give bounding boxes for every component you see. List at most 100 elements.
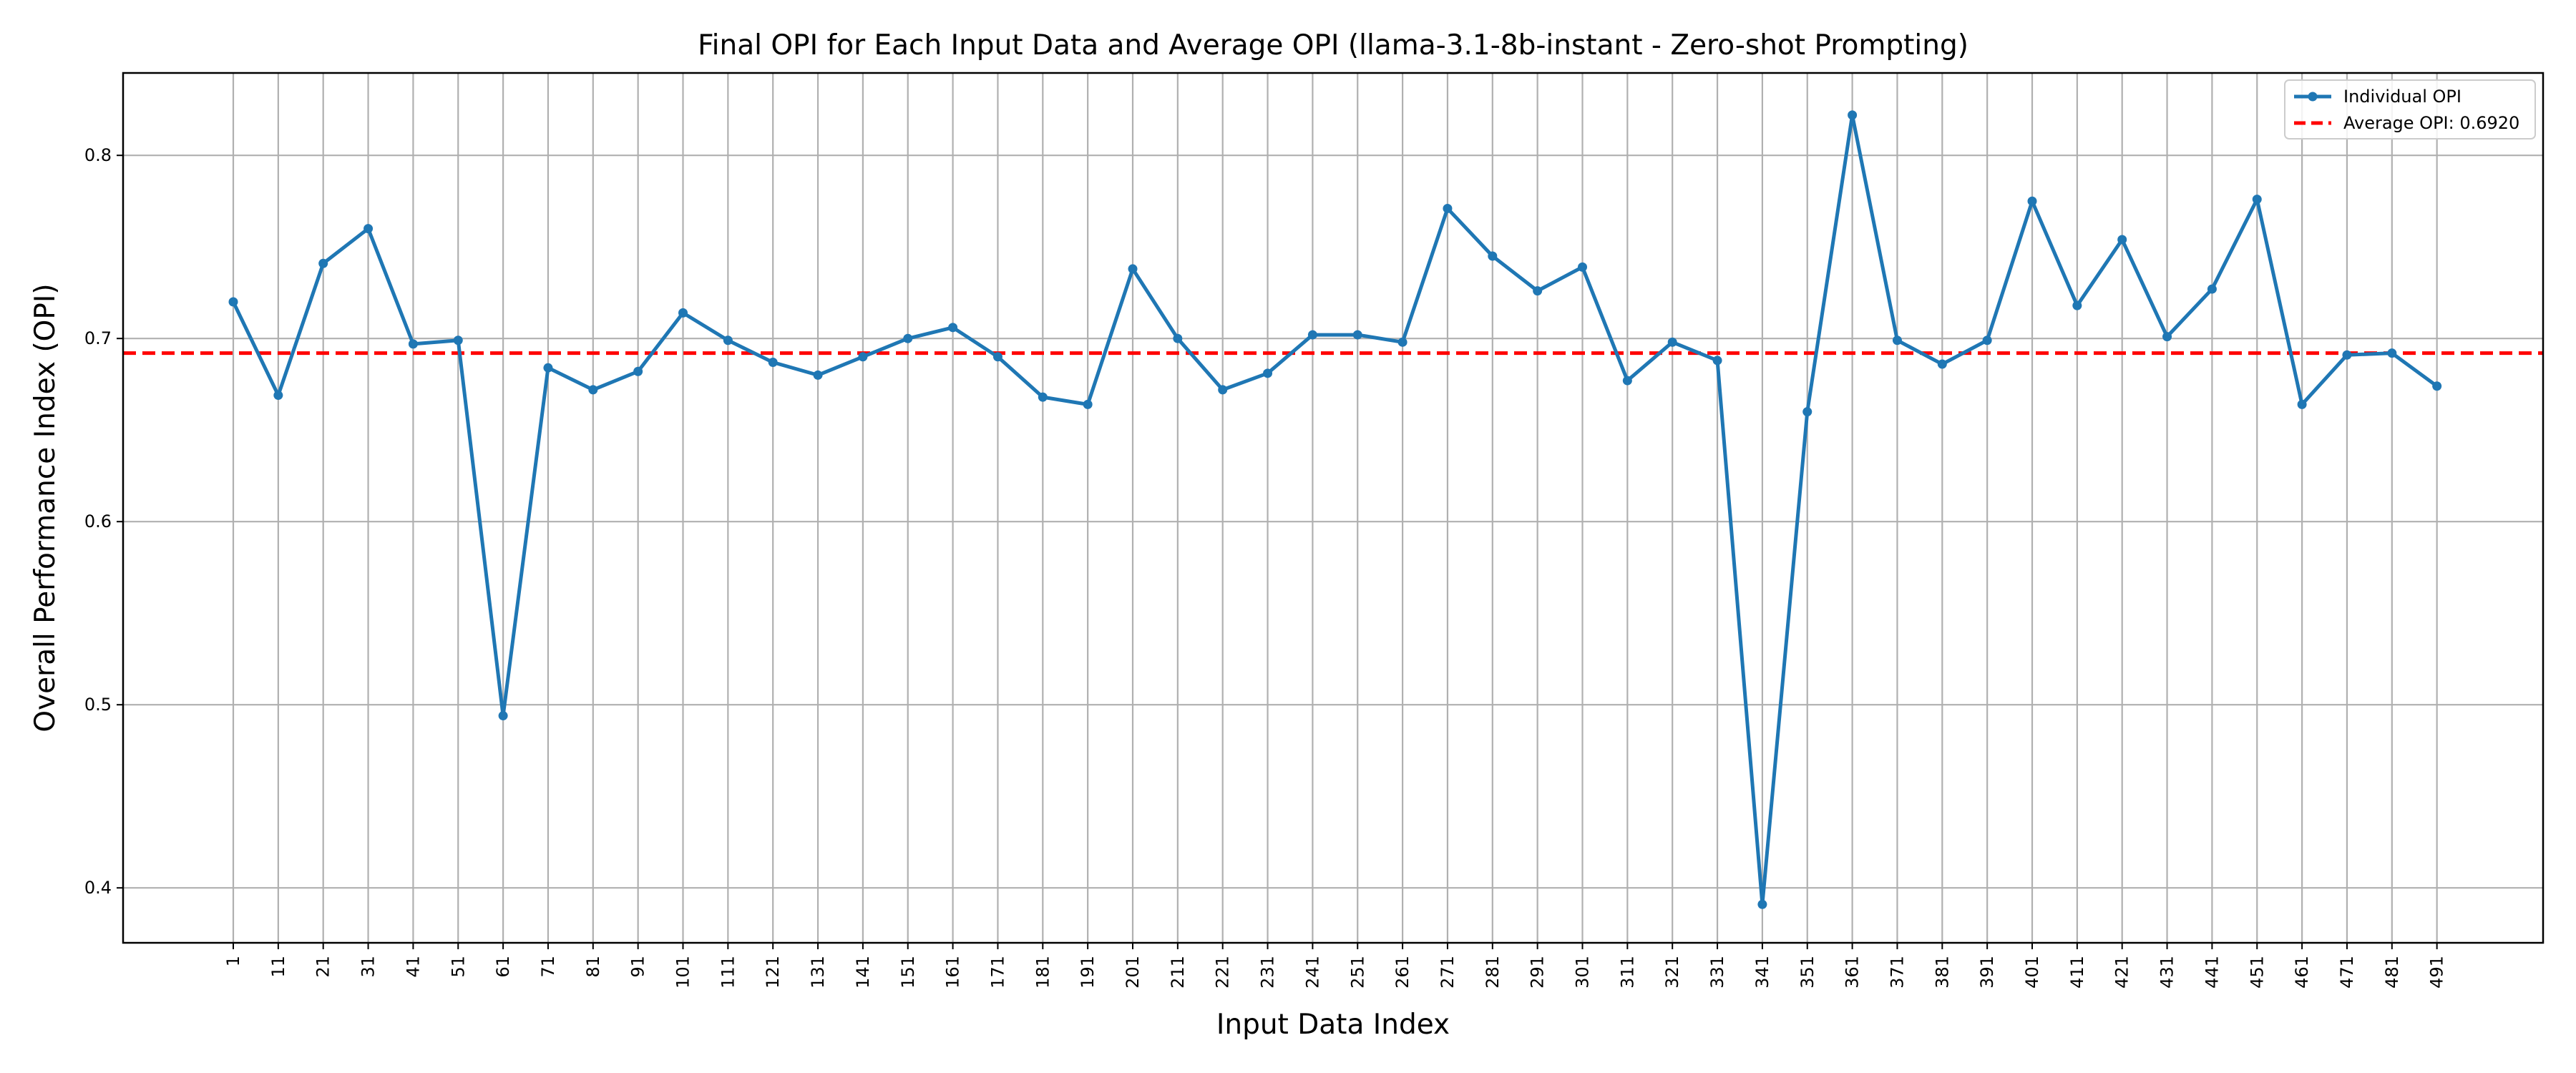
x-tick-label: 141 [853, 956, 873, 989]
x-tick-label: 201 [1123, 956, 1143, 989]
data-point [1083, 399, 1093, 409]
data-point [992, 352, 1002, 362]
x-tick-label: 421 [2112, 956, 2132, 989]
x-tick-label: 171 [987, 956, 1008, 989]
x-tick-label: 391 [1977, 956, 1997, 989]
legend: Individual OPI Average OPI: 0.6920 [2284, 79, 2536, 139]
x-tick-label: 121 [763, 956, 783, 989]
x-tick-label: 31 [358, 956, 379, 978]
data-point [273, 391, 283, 401]
data-point [2387, 348, 2397, 358]
x-tick-label: 211 [1168, 956, 1188, 989]
data-point [2297, 399, 2307, 409]
data-point [813, 370, 823, 380]
series-line-individual-opi [231, 113, 2439, 906]
data-point [858, 352, 868, 362]
data-point [1667, 337, 1677, 347]
data-point [1128, 264, 1138, 274]
y-axis-label: Overall Performance Index (OPI) [29, 283, 62, 732]
x-tick-label: 271 [1438, 956, 1458, 989]
data-point [903, 333, 913, 343]
x-tick-label: 361 [1843, 956, 1863, 989]
x-tick-label: 81 [583, 956, 603, 978]
data-point [2117, 235, 2127, 245]
plot-frame [122, 72, 2545, 944]
data-point [364, 224, 374, 234]
x-tick-label: 51 [448, 956, 468, 978]
x-tick-label: 1 [223, 956, 243, 966]
data-point [2432, 381, 2442, 391]
data-point [1712, 356, 1722, 366]
x-tick-label: 481 [2382, 956, 2402, 989]
x-tick-label: 71 [538, 956, 558, 978]
x-tick-label: 371 [1887, 956, 1907, 989]
x-tick-label: 161 [943, 956, 963, 989]
x-tick-label: 131 [808, 956, 828, 989]
x-tick-label: 431 [2157, 956, 2177, 989]
data-point [1173, 333, 1183, 343]
data-point [1802, 407, 1813, 417]
x-tick-label: 91 [628, 956, 648, 978]
data-point [543, 363, 553, 373]
data-point [228, 297, 238, 307]
x-tick-label: 41 [403, 956, 423, 978]
x-tick-label: 441 [2202, 956, 2222, 989]
legend-label-average: Average OPI: 0.6920 [2343, 113, 2519, 133]
data-point [1982, 335, 1992, 346]
x-tick-label: 321 [1662, 956, 1682, 989]
data-point [318, 258, 328, 268]
x-tick-label: 151 [898, 956, 918, 989]
data-point [633, 366, 643, 376]
x-tick-label: 11 [268, 956, 288, 978]
x-tick-label: 301 [1573, 956, 1593, 989]
data-point [948, 323, 958, 333]
y-axis-ticks: 0.4 0.5 0.6 0.7 0.8 [84, 145, 123, 898]
x-tick-label: 351 [1797, 956, 1818, 989]
data-point [1757, 899, 1767, 909]
x-tick-label: 261 [1392, 956, 1413, 989]
legend-frame [2284, 79, 2536, 139]
data-point [498, 711, 508, 721]
data-point [678, 308, 688, 318]
x-tick-label: 101 [673, 956, 693, 989]
x-tick-label: 401 [2022, 956, 2042, 989]
data-point [1038, 392, 1048, 402]
x-tick-label: 331 [1707, 956, 1727, 989]
x-tick-label: 181 [1033, 956, 1053, 989]
data-point [1578, 262, 1587, 272]
data-point [1307, 330, 1317, 340]
legend-marker-individual [2308, 92, 2318, 102]
x-tick-label: 241 [1302, 956, 1322, 989]
x-tick-label: 231 [1258, 956, 1278, 989]
data-point [723, 335, 733, 346]
series-layer [228, 110, 2442, 909]
x-tick-label: 291 [1528, 956, 1548, 989]
x-tick-label: 461 [2292, 956, 2312, 989]
data-point [768, 357, 778, 367]
x-tick-label: 191 [1078, 956, 1098, 989]
data-point [1352, 330, 1362, 340]
x-tick-label: 411 [2067, 956, 2087, 989]
data-point [2027, 196, 2037, 206]
data-point [453, 335, 463, 346]
data-point [1622, 376, 1632, 386]
x-tick-label: 451 [2247, 956, 2267, 989]
data-point [1443, 203, 1453, 213]
grid-lines [123, 73, 2543, 943]
y-tick-label: 0.5 [84, 695, 112, 715]
data-point [2207, 284, 2217, 294]
data-point [1218, 385, 1228, 395]
x-tick-label: 471 [2337, 956, 2357, 989]
x-tick-label: 61 [493, 956, 513, 978]
x-tick-label: 381 [1932, 956, 1952, 989]
x-tick-label: 281 [1483, 956, 1503, 989]
data-point [2162, 332, 2172, 342]
data-point [2342, 350, 2352, 360]
y-tick-label: 0.7 [84, 328, 112, 348]
data-point [1263, 368, 1273, 378]
y-tick-label: 0.8 [84, 145, 112, 165]
data-point [1397, 337, 1407, 347]
data-point [2072, 300, 2082, 310]
